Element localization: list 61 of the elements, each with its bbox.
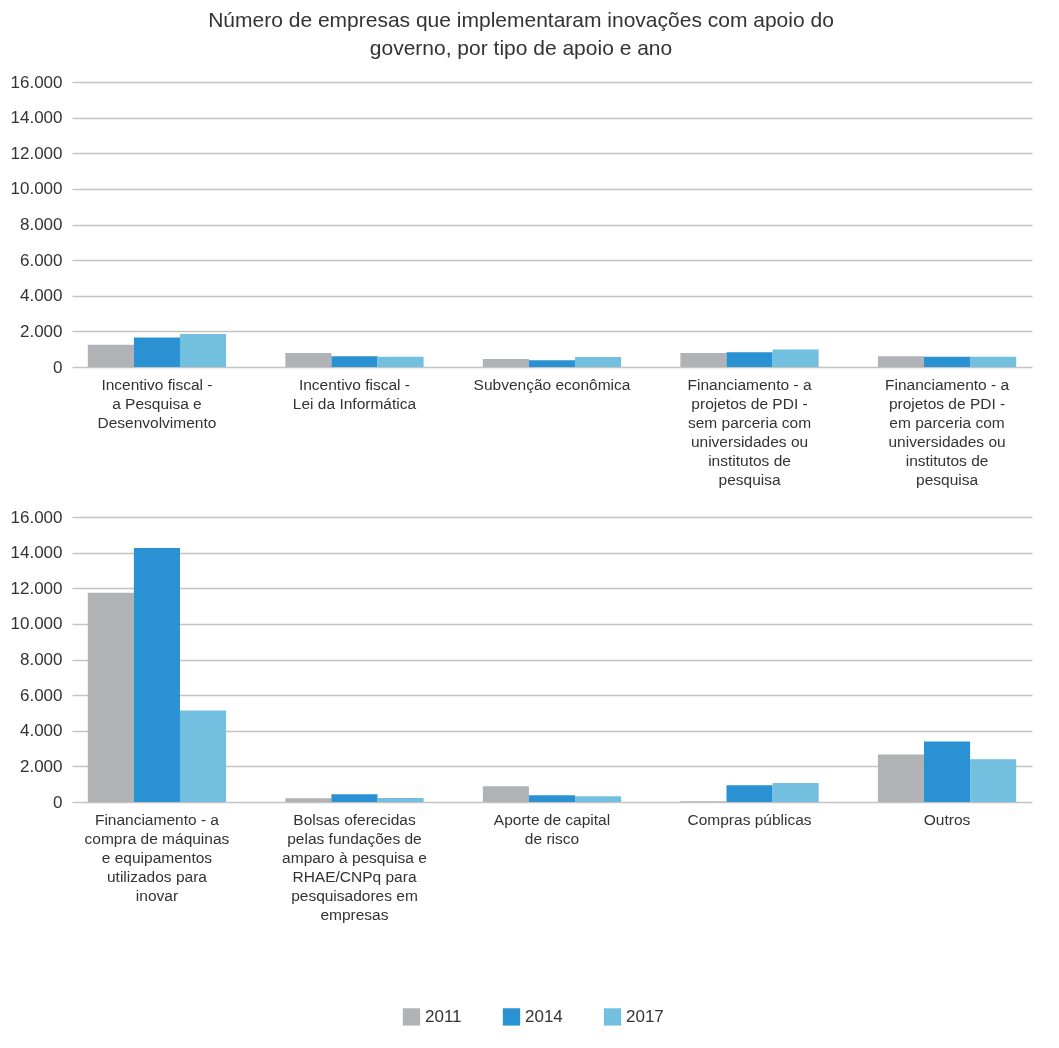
- y-tick-label: 4.000: [19, 721, 63, 741]
- bar: [924, 741, 971, 802]
- y-tick-label: 12.000: [10, 143, 63, 163]
- bar: [482, 786, 529, 802]
- bar: [482, 358, 529, 367]
- x-tick-label: Financiamento - a projetos de PDI - em parceria com universidades ou institutos de pesquisa: [885, 375, 1010, 488]
- bar: [575, 357, 622, 367]
- bar: [772, 783, 819, 802]
- bar: [726, 352, 773, 367]
- bar: [331, 356, 378, 367]
- bar: [179, 710, 227, 802]
- x-tick-label: Financiamento - a projetos de PDI - sem parceria com universidades ou institutos de pesquisa: [687, 375, 812, 488]
- y-tick-label: 0: [53, 792, 63, 812]
- y-tick-label: 12.000: [10, 578, 63, 598]
- y-tick-label: 10.000: [10, 614, 63, 634]
- x-tick-label: Outros: [923, 810, 971, 828]
- x-tick-label: Subvenção econômica: [473, 375, 631, 393]
- y-tick-label: 14.000: [10, 108, 63, 128]
- bar: [179, 334, 227, 367]
- x-tick-label: Bolsas oferecidas pelas fundações de amparo à pesquisa e RHAE/CNPq para pesquisadores em empresas: [282, 810, 427, 923]
- bar: [772, 349, 819, 367]
- bar: [285, 798, 332, 802]
- bar: [133, 337, 180, 367]
- bar: [133, 547, 180, 802]
- bar: [726, 785, 773, 802]
- bar: [377, 356, 424, 367]
- y-tick-label: 6.000: [19, 250, 63, 270]
- bar: [528, 360, 576, 367]
- bar: [877, 356, 925, 367]
- x-tick-label: Aporte de capital de risco: [493, 810, 611, 847]
- bar: [528, 795, 576, 802]
- chart-title: Número de empresas que implementaram inovações com apoio do governo, por tipo de apoio e ano: [208, 8, 834, 59]
- y-tick-label: 10.000: [10, 179, 63, 199]
- bar: [331, 794, 378, 802]
- x-tick-label: Incentivo fiscal - a Pesquisa e Desenvolvimento: [97, 375, 217, 431]
- bar: [87, 592, 134, 802]
- y-tick-label: 4.000: [19, 286, 63, 306]
- bar: [680, 352, 727, 367]
- y-tick-label: 16.000: [10, 507, 63, 527]
- legend-label: 2011: [425, 1006, 462, 1026]
- bar: [970, 759, 1017, 802]
- y-tick-label: 8.000: [19, 215, 63, 234]
- x-tick-label: Financiamento - a compra de máquinas e equipamentos utilizados para inovar: [84, 810, 230, 904]
- bar: [970, 356, 1017, 367]
- y-tick-label: 8.000: [19, 650, 63, 669]
- y-tick-label: 0: [53, 357, 63, 377]
- y-tick-label: 6.000: [19, 685, 63, 705]
- y-tick-label: 14.000: [10, 543, 63, 563]
- legend-label: 2014: [525, 1006, 563, 1026]
- x-tick-label: Incentivo fiscal - Lei da Informática: [292, 375, 417, 412]
- legend-label: 2017: [626, 1006, 664, 1026]
- y-tick-label: 2.000: [19, 756, 63, 776]
- bar: [285, 352, 332, 367]
- y-tick-label: 2.000: [19, 321, 63, 341]
- x-tick-label: Compras públicas: [687, 810, 812, 828]
- bar: [877, 754, 925, 802]
- bar: [924, 356, 971, 367]
- bar: [575, 796, 622, 802]
- bar: [377, 797, 424, 802]
- bar: [87, 344, 134, 367]
- y-tick-label: 16.000: [10, 72, 63, 92]
